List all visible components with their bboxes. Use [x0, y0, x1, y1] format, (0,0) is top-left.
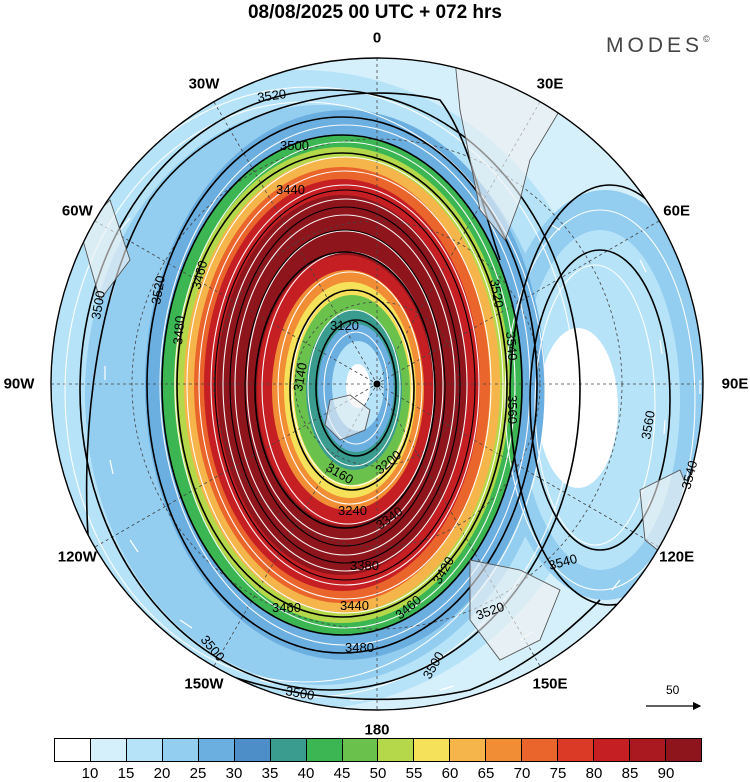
polar-map: 3520 3500 3440 3460 3480 3520 3540 3560 … [50, 57, 704, 711]
colorbar-tick-label: 40 [297, 765, 315, 782]
contour-label: 3140 [290, 361, 310, 392]
wind-scale-label: 50 [666, 683, 680, 697]
contour-label: 3440 [340, 598, 369, 613]
contour-label: 3240 [338, 503, 367, 518]
colorbar-cell [342, 739, 379, 761]
longitude-label: 120W [57, 548, 97, 566]
colorbar-cell [234, 739, 271, 761]
contour-label: 3380 [350, 558, 379, 573]
longitude-label: 120E [659, 548, 695, 566]
colorbar-tick-label: 15 [117, 765, 135, 782]
colorbar-tick-label: 65 [477, 765, 495, 782]
colorbar-cell [450, 739, 487, 761]
colorbar-cell [665, 739, 701, 761]
contour-label: 3480 [345, 640, 374, 655]
colorbar-tick-label: 35 [261, 765, 279, 782]
contour-label: 3440 [276, 182, 305, 197]
map-boundary [50, 57, 704, 711]
colorbar-cell [558, 739, 595, 761]
contour-label: 3120 [330, 318, 359, 333]
colorbar-tick-label: 45 [333, 765, 351, 782]
contour-label: 3460 [188, 259, 210, 291]
colorbar-tick-label: 75 [549, 765, 567, 782]
colorbar-cell [414, 739, 451, 761]
colorbar-tick-label: 25 [189, 765, 207, 782]
contour-label: 3500 [88, 289, 108, 320]
colorbar-tick-label: 30 [225, 765, 243, 782]
contour-label: 3520 [148, 274, 168, 305]
longitude-label: 0 [372, 29, 382, 47]
longitude-label: 90E [721, 375, 749, 393]
colorbar-cell [630, 739, 666, 761]
colorbar-tick-label: 90 [657, 765, 675, 782]
contour-label: 3520 [256, 86, 287, 105]
colorbar-cell [90, 739, 127, 761]
colorbar-tick-label: 20 [153, 765, 171, 782]
longitude-label: 60W [61, 202, 93, 220]
colorbar [54, 738, 702, 762]
colorbar-cell [522, 739, 559, 761]
map-title: 08/08/2025 00 UTC + 072 hrs [247, 2, 503, 23]
contour-label: 3560 [505, 395, 520, 424]
longitude-label: 30E [536, 75, 564, 93]
contour-label: 3520 [487, 278, 507, 309]
contour-label: 3540 [547, 551, 579, 573]
colorbar-cell [378, 739, 415, 761]
colorbar-cell [126, 739, 163, 761]
brand-logo: MODES© [606, 34, 710, 57]
colorbar-cell [306, 739, 343, 761]
colorbar-cell [55, 739, 91, 761]
contour-label: 3540 [503, 331, 520, 361]
colorbar-tick-label: 60 [441, 765, 459, 782]
colorbar-cell [594, 739, 630, 761]
colorbar-tick-label: 55 [405, 765, 423, 782]
colorbar-tick-label: 10 [81, 765, 99, 782]
colorbar-cell [198, 739, 235, 761]
longitude-label: 180 [364, 721, 390, 739]
contour-label: 3500 [280, 138, 309, 153]
contour-label: 3480 [170, 315, 187, 345]
contour-label: 3460 [272, 600, 301, 615]
colorbar-cell [486, 739, 523, 761]
colorbar-tick-label: 70 [513, 765, 531, 782]
longitude-label: 90W [3, 375, 35, 393]
longitude-label: 150E [532, 675, 568, 693]
colorbar-cell [270, 739, 307, 761]
colorbar-tick-label: 50 [369, 765, 387, 782]
colorbar-tick-label: 80 [585, 765, 603, 782]
longitude-label: 60E [663, 202, 690, 220]
contour-label: 3540 [678, 459, 700, 491]
contour-label: 3500 [284, 683, 315, 703]
colorbar-cell [162, 739, 199, 761]
pole-marker [373, 380, 381, 388]
longitude-label: 150W [184, 675, 224, 693]
contour-label: 3560 [638, 409, 658, 440]
colorbar-tick-label: 85 [621, 765, 639, 782]
wind-speed-field [51, 58, 703, 710]
longitude-label: 30W [188, 75, 220, 93]
